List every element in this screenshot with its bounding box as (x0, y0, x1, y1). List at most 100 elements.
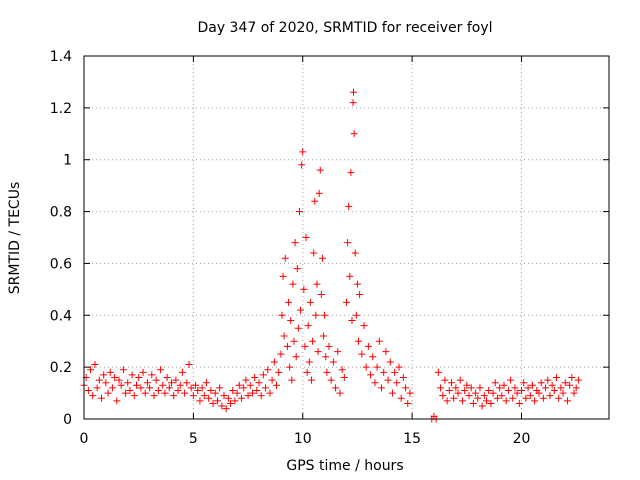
data-point (315, 189, 323, 197)
data-point (364, 342, 372, 350)
data-point (305, 358, 313, 366)
data-point (278, 311, 286, 319)
data-point (568, 374, 576, 382)
data-point (141, 389, 149, 397)
data-point (480, 392, 488, 400)
data-point (472, 389, 480, 397)
data-point (531, 397, 539, 405)
data-point (483, 397, 490, 405)
data-point (277, 350, 285, 358)
data-point (300, 285, 308, 293)
data-point (476, 384, 484, 392)
data-point (286, 363, 294, 371)
data-point (244, 392, 252, 400)
data-point (520, 379, 528, 387)
data-point (91, 361, 99, 369)
data-point (474, 394, 482, 402)
data-point (318, 254, 326, 262)
data-point (553, 374, 560, 382)
data-point (574, 376, 582, 384)
data-point (406, 389, 414, 397)
data-point (290, 337, 298, 345)
data-point (489, 389, 497, 397)
data-point (133, 381, 140, 389)
data-point (216, 384, 224, 392)
data-point (203, 379, 210, 387)
data-point (240, 384, 248, 392)
data-point (524, 384, 532, 392)
y-tick-label: 0.4 (50, 308, 72, 324)
data-point (437, 384, 445, 392)
data-point (356, 291, 364, 299)
data-point (332, 384, 340, 392)
data-point (340, 374, 348, 382)
data-point (500, 381, 508, 389)
data-point (402, 384, 410, 392)
data-point (397, 394, 405, 402)
data-point (218, 402, 226, 410)
y-tick-label: 0.6 (50, 256, 72, 272)
y-tick-label: 1.2 (50, 101, 72, 117)
data-point (502, 397, 510, 405)
data-point (84, 386, 92, 394)
data-point (98, 394, 105, 402)
y-tick-label: 0 (63, 412, 72, 428)
data-point (550, 386, 558, 394)
data-point (496, 384, 504, 392)
data-point (251, 374, 259, 382)
data-point (304, 322, 312, 330)
x-axis-label: GPS time / hours (286, 458, 403, 474)
data-point (207, 386, 215, 394)
y-tick-label: 0.8 (50, 205, 72, 221)
data-point (507, 376, 515, 384)
data-point (310, 249, 318, 257)
data-point (178, 368, 186, 376)
data-point (281, 254, 289, 262)
y-axis-label: SRMTID / TECUs (7, 182, 23, 295)
data-point (176, 381, 184, 389)
data-point (345, 202, 353, 210)
data-point (478, 402, 486, 410)
data-point (441, 376, 449, 384)
data-point (458, 397, 466, 405)
data-point (380, 368, 388, 376)
data-point (159, 381, 167, 389)
data-point (137, 384, 145, 392)
data-point (443, 397, 451, 405)
data-point (198, 384, 206, 392)
data-point (200, 392, 208, 400)
data-point (128, 371, 136, 379)
data-point (213, 397, 221, 405)
data-point (439, 392, 447, 400)
data-point (539, 394, 547, 402)
data-point (119, 366, 127, 374)
data-point (183, 379, 191, 387)
data-point (566, 381, 574, 389)
data-point (181, 389, 189, 397)
data-point (266, 389, 274, 397)
data-point (311, 197, 319, 205)
data-point (227, 399, 235, 407)
data-point (211, 389, 219, 397)
data-point (150, 392, 158, 400)
data-point (192, 381, 200, 389)
data-point (189, 392, 197, 400)
data-point (316, 166, 324, 174)
data-point (312, 311, 320, 319)
data-point (351, 249, 359, 257)
data-point (124, 379, 132, 387)
data-point (222, 405, 230, 413)
data-point (130, 392, 138, 400)
data-point (320, 332, 328, 340)
y-tick-label: 1.4 (50, 49, 72, 65)
data-point (555, 394, 563, 402)
data-point (146, 384, 154, 392)
data-point (461, 386, 469, 394)
data-point (388, 389, 396, 397)
data-point (511, 384, 519, 392)
data-point (309, 337, 317, 345)
data-point (93, 384, 101, 392)
data-point (322, 353, 330, 361)
data-point (491, 379, 499, 387)
data-point (360, 322, 368, 330)
